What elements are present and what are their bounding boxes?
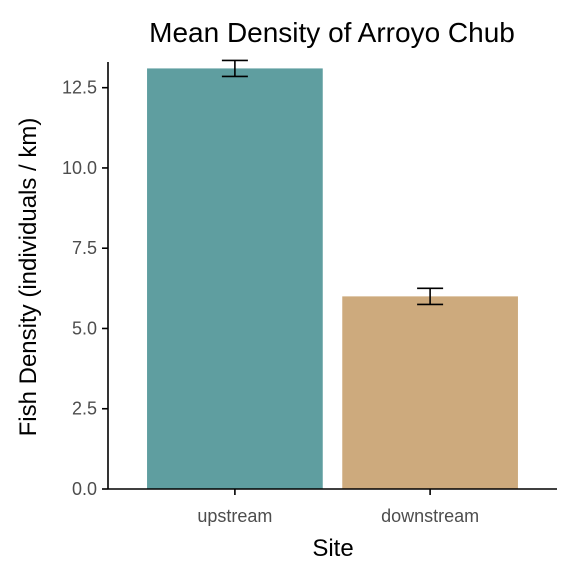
y-axis-title: Fish Density (individuals / km) [15,118,42,437]
y-tick-label: 5.0 [72,318,97,338]
x-tick-label-downstream: downstream [381,506,479,526]
x-axis-title: Site [312,535,353,562]
error-bars-layer [221,59,444,306]
bar-upstream [147,68,323,489]
x-tick-label-upstream: upstream [197,506,272,526]
y-tick-label: 2.5 [72,399,97,419]
bar-downstream [342,296,518,489]
y-ticks-layer: 0.0 2.5 5.0 7.5 10.0 12.5 [62,78,108,499]
y-tick-label: 7.5 [72,238,97,258]
y-tick-label: 0.0 [72,479,97,499]
chart-title: Mean Density of Arroyo Chub [149,17,515,48]
y-tick-label: 12.5 [62,78,97,98]
y-tick-label: 10.0 [62,158,97,178]
x-ticks-layer: upstream downstream [197,489,479,526]
bars-layer [147,68,518,489]
